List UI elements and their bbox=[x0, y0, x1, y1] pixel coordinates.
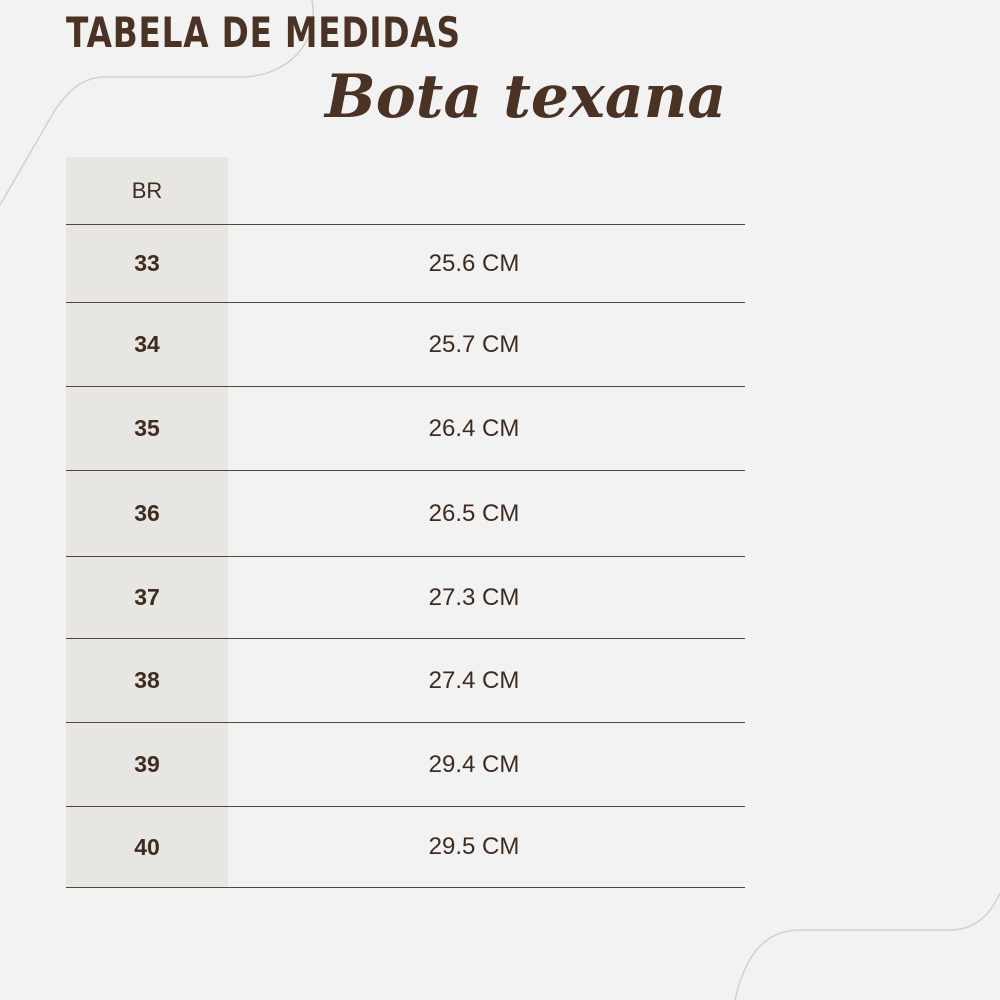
header-value bbox=[228, 157, 745, 224]
table-row: 37 27.3 CM bbox=[66, 557, 745, 639]
size-cell: 36 bbox=[66, 471, 228, 556]
table-row: 34 25.7 CM bbox=[66, 303, 745, 387]
page-title: Tabela de medidas bbox=[66, 8, 461, 57]
length-cell: 27.3 CM bbox=[428, 583, 520, 611]
size-cell: 40 bbox=[66, 807, 228, 887]
size-table: BR 33 25.6 CM 34 25.7 CM 35 26.4 CM 36 26.5 … bbox=[66, 157, 745, 888]
length-cell: 29.4 CM bbox=[428, 750, 520, 778]
table-row: 40 29.5 CM bbox=[66, 807, 745, 888]
size-cell: 37 bbox=[66, 557, 228, 638]
table-row: 33 25.6 CM bbox=[66, 225, 745, 303]
page-subtitle: Bota texana bbox=[325, 62, 727, 132]
length-cell: 25.6 CM bbox=[428, 249, 520, 277]
size-cell: 34 bbox=[66, 303, 228, 386]
length-cell: 29.5 CM bbox=[428, 833, 520, 860]
table-row: 38 27.4 CM bbox=[66, 639, 745, 723]
table-row: 39 29.4 CM bbox=[66, 723, 745, 807]
length-cell: 26.4 CM bbox=[428, 414, 520, 442]
table-header: BR bbox=[66, 157, 745, 225]
table-row: 36 26.5 CM bbox=[66, 471, 745, 557]
size-cell: 38 bbox=[66, 639, 228, 722]
header-size: BR bbox=[66, 157, 228, 224]
length-cell: 26.5 CM bbox=[428, 499, 520, 527]
size-cell: 33 bbox=[66, 225, 228, 302]
size-cell: 39 bbox=[66, 723, 228, 806]
length-cell: 25.7 CM bbox=[428, 330, 520, 358]
length-cell: 27.4 CM bbox=[428, 666, 520, 694]
size-cell: 35 bbox=[66, 387, 228, 470]
table-row: 35 26.4 CM bbox=[66, 387, 745, 471]
